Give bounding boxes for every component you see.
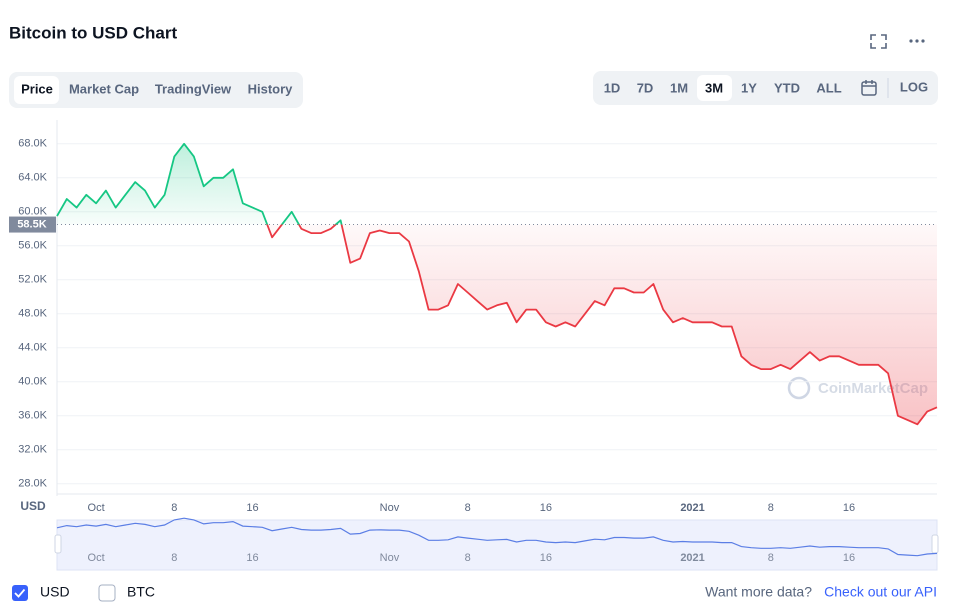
y-tick-label: 68.0K <box>18 138 47 150</box>
range[interactable]: 1Y <box>741 80 757 95</box>
tab-selected <box>14 76 59 104</box>
range[interactable]: 1D <box>604 80 621 95</box>
navigator-label: 2021 <box>680 552 704 564</box>
check <box>14 588 26 598</box>
y-tick-label: 52.0K <box>18 274 47 286</box>
navigator-handle[interactable] <box>931 534 939 554</box>
range[interactable]: YTD <box>774 80 800 95</box>
navigator-label: 16 <box>246 552 258 564</box>
range[interactable]: 1M <box>670 80 688 95</box>
y-tick-label: 28.0K <box>18 478 47 490</box>
x-tick-label: 16 <box>843 502 855 514</box>
y-tick-label: 56.0K <box>18 240 47 252</box>
title: Bitcoin to USD Chart <box>9 23 177 42</box>
fullscreen-icon[interactable] <box>870 34 887 49</box>
calendar-icon[interactable] <box>861 80 877 96</box>
tab[interactable]: TradingView <box>155 81 232 96</box>
navigator-label: 8 <box>465 552 471 564</box>
y-tick-label: 36.0K <box>18 410 47 422</box>
range-selected <box>697 75 732 101</box>
checkbox-checked[interactable] <box>12 585 28 601</box>
baseline-label: 58.5K <box>17 218 46 230</box>
price-line <box>56 142 938 426</box>
y-tick-label: 44.0K <box>18 342 47 354</box>
range[interactable]: 7D <box>637 80 654 95</box>
x-tick-label: 16 <box>540 502 552 514</box>
tab-group <box>9 72 303 108</box>
x-tick-label: 16 <box>246 502 258 514</box>
navigator-label: 8 <box>171 552 177 564</box>
navigator-handle[interactable] <box>54 534 62 554</box>
x-tick-label: 2021 <box>680 502 704 514</box>
x-tick-label: 8 <box>465 502 471 514</box>
x-tick-label: Oct <box>88 502 105 514</box>
navigator-label: Oct <box>88 552 105 564</box>
navigator[interactable] <box>56 519 938 571</box>
range-group <box>593 71 938 105</box>
range[interactable]: 3M <box>705 80 723 95</box>
navigator-label: 16 <box>843 552 855 564</box>
watermark-logo <box>787 376 811 400</box>
range[interactable]: ALL <box>816 80 841 95</box>
api-link[interactable]: Check out our API <box>824 584 937 600</box>
more-icon[interactable] <box>909 39 925 43</box>
x-tick-label: Nov <box>380 502 400 514</box>
y-tick-label: 64.0K <box>18 172 47 184</box>
x-tick-label: 8 <box>171 502 177 514</box>
y-tick-label: 40.0K <box>18 376 47 388</box>
checkbox[interactable] <box>98 584 116 602</box>
navigator-label: Nov <box>380 552 400 564</box>
price-area <box>57 143 937 425</box>
tab[interactable]: Market Cap <box>69 81 139 96</box>
navigator-label: 16 <box>540 552 552 564</box>
tab[interactable]: Price <box>21 81 53 96</box>
navigator-label: 8 <box>768 552 774 564</box>
y-tick-label: 60.0K <box>18 206 47 218</box>
currency[interactable]: USD <box>40 584 70 600</box>
baseline-label-bg <box>9 216 56 233</box>
more-text: Want more data? <box>705 584 812 600</box>
tab[interactable]: History <box>248 81 294 96</box>
y-unit: USD <box>20 499 46 513</box>
y-tick-label: 32.0K <box>18 444 47 456</box>
range[interactable]: LOG <box>900 79 928 94</box>
y-tick-label: 48.0K <box>18 308 47 320</box>
navigator-line <box>56 517 938 557</box>
currency[interactable]: BTC <box>127 584 155 600</box>
x-tick-label: 8 <box>768 502 774 514</box>
